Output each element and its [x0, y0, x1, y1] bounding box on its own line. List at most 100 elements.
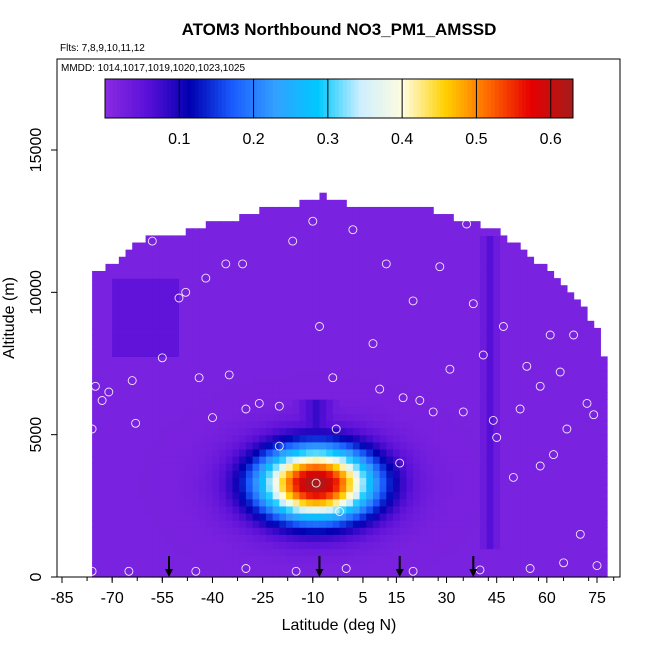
- heatmap-cell: [245, 292, 254, 301]
- heatmap-cell: [212, 363, 220, 372]
- heatmap-cell: [600, 520, 608, 528]
- heatmap-cell: [152, 335, 160, 343]
- observation-points: [77, 216, 609, 576]
- heatmap-cell: [105, 456, 113, 464]
- heatmap-cell: [158, 384, 167, 393]
- heatmap-cell: [232, 448, 240, 457]
- heatmap-cell: [560, 363, 568, 372]
- heatmap-cell: [433, 327, 441, 336]
- heatmap-cell: [165, 335, 173, 343]
- heatmap-cell: [573, 548, 581, 557]
- heatmap-cell: [580, 548, 588, 557]
- heatmap-cell: [399, 292, 408, 301]
- heatmap-cell: [98, 342, 107, 350]
- heatmap-cell: [593, 363, 601, 372]
- heatmap-cell: [152, 512, 160, 521]
- heatmap-cell: [212, 256, 220, 265]
- heatmap-cell: [533, 463, 541, 471]
- heatmap-cell: [272, 313, 280, 322]
- colorbar-segment: [397, 79, 402, 118]
- heatmap-cell: [185, 484, 194, 493]
- heatmap-cell: [573, 299, 581, 308]
- heatmap-cell: [299, 413, 307, 422]
- heatmap-cell: [393, 548, 401, 557]
- heatmap-cell: [98, 562, 107, 571]
- heatmap-cell: [185, 384, 194, 393]
- heatmap-cell: [239, 313, 247, 322]
- heatmap-cell: [352, 242, 361, 251]
- heatmap-cell: [386, 548, 394, 557]
- heatmap-cell: [92, 299, 100, 308]
- heatmap-cell: [493, 399, 501, 407]
- heatmap-cell: [573, 491, 581, 500]
- heatmap-cell: [245, 235, 254, 244]
- heatmap-cell: [219, 313, 227, 322]
- heatmap-cell: [185, 512, 194, 521]
- heatmap-cell: [225, 427, 234, 436]
- heatmap-cell: [479, 270, 488, 279]
- heatmap-cell: [232, 263, 240, 272]
- heatmap-cell: [105, 356, 113, 365]
- heatmap-cell: [586, 470, 595, 478]
- heatmap-cell: [540, 327, 548, 336]
- heatmap-cell: [479, 391, 488, 400]
- heatmap-cell: [172, 484, 180, 493]
- heatmap-cell: [165, 456, 173, 464]
- heatmap-cell: [138, 278, 147, 286]
- heatmap-cell: [513, 327, 521, 336]
- heatmap-cell: [426, 399, 434, 407]
- colorbar-segment: [268, 79, 274, 118]
- heatmap-cell: [205, 463, 214, 471]
- heatmap-cell: [459, 320, 468, 329]
- heatmap-cell: [145, 242, 153, 251]
- heatmap-cell: [439, 221, 448, 229]
- heatmap-cell: [372, 413, 381, 422]
- heatmap-cell: [466, 448, 474, 457]
- heatmap-cell: [566, 477, 575, 486]
- heatmap-cell: [500, 399, 508, 407]
- heatmap-cell: [165, 399, 173, 407]
- dates-subtitle: MMDD: 1014,1017,1019,1020,1023,1025: [61, 63, 245, 74]
- heatmap-cell: [158, 363, 167, 372]
- heatmap-cell: [339, 249, 347, 258]
- obs-point: [194, 373, 204, 383]
- heatmap-cell: [346, 214, 354, 222]
- heatmap-cell: [466, 256, 474, 265]
- heatmap-cell: [486, 263, 494, 272]
- heatmap-cell: [359, 356, 367, 365]
- heatmap-cell: [446, 391, 454, 400]
- heatmap-cell: [419, 299, 428, 308]
- heatmap-cell: [466, 463, 474, 471]
- heatmap-cell: [279, 512, 287, 521]
- heatmap-cell: [292, 320, 301, 329]
- heatmap-cell: [446, 313, 454, 322]
- heatmap-cell: [533, 534, 541, 543]
- heatmap-cell: [439, 249, 448, 258]
- heatmap-cell: [439, 356, 448, 365]
- heatmap-cell: [600, 448, 608, 457]
- heatmap-cell: [179, 270, 187, 279]
- heatmap-cell: [152, 384, 160, 393]
- heatmap-cell: [118, 342, 127, 350]
- heatmap-cell: [473, 448, 481, 457]
- heatmap-cell: [533, 520, 541, 528]
- heatmap-cell: [245, 569, 254, 578]
- heatmap-cell: [185, 249, 194, 258]
- heatmap-cell: [192, 278, 200, 286]
- heatmap-cell: [125, 399, 133, 407]
- heatmap-cell: [459, 427, 468, 436]
- heatmap-cell: [232, 413, 240, 422]
- heatmap-cell: [319, 463, 327, 471]
- heatmap-cell: [312, 306, 321, 315]
- heatmap-cell: [292, 555, 301, 564]
- heatmap-cell: [473, 263, 481, 272]
- heatmap-cell: [473, 242, 481, 251]
- heatmap-cell: [165, 278, 173, 286]
- heatmap-cell: [419, 256, 428, 265]
- heatmap-cell: [500, 320, 508, 329]
- heatmap-cell: [566, 313, 575, 322]
- heatmap-cell: [500, 463, 508, 471]
- heatmap-cell: [479, 413, 488, 422]
- heatmap-cell: [459, 327, 468, 336]
- heatmap-cell: [446, 377, 454, 386]
